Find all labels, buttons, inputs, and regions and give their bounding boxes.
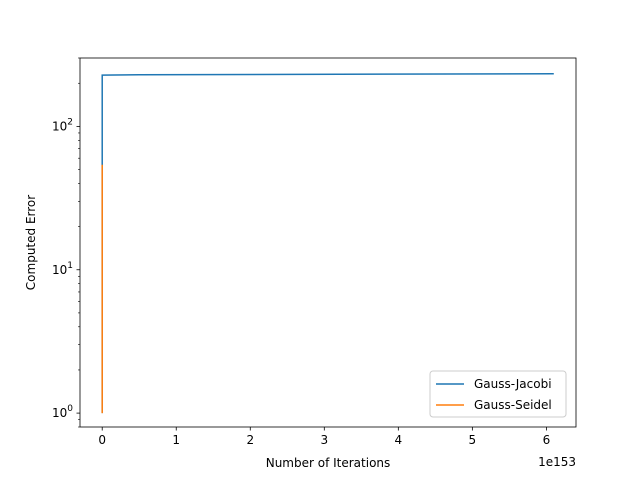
legend-label-0: Gauss-Jacobi	[474, 377, 552, 391]
y-tick-label-1: 101	[52, 261, 73, 277]
y-tick-label-0: 100	[52, 404, 73, 420]
legend-label-1: Gauss-Seidel	[474, 398, 552, 412]
y-minor-ticks	[78, 57, 80, 428]
y-ticks: 100 101 102	[52, 117, 80, 420]
x-tick-label-0: 0	[98, 433, 106, 447]
axes-frame	[79, 57, 577, 428]
x-ticks: 0 1 2 3 4 5 6	[98, 427, 550, 447]
y-axis-label: Computed Error	[24, 195, 38, 290]
series-layer	[101, 72, 554, 414]
y-tick-label-2: 102	[52, 117, 73, 133]
x-tick-label-6: 6	[543, 433, 551, 447]
x-tick-label-1: 1	[172, 433, 180, 447]
x-tick-label-3: 3	[320, 433, 328, 447]
x-tick-label-4: 4	[395, 433, 403, 447]
x-tick-label-2: 2	[246, 433, 254, 447]
x-tick-label-5: 5	[469, 433, 477, 447]
x-axis-label: Number of Iterations	[266, 456, 391, 470]
legend: Gauss-Jacobi Gauss-Seidel	[429, 370, 567, 418]
series-line-0	[101, 72, 554, 414]
x-offset-label: 1e153	[538, 455, 576, 469]
plot-frame	[79, 57, 577, 428]
